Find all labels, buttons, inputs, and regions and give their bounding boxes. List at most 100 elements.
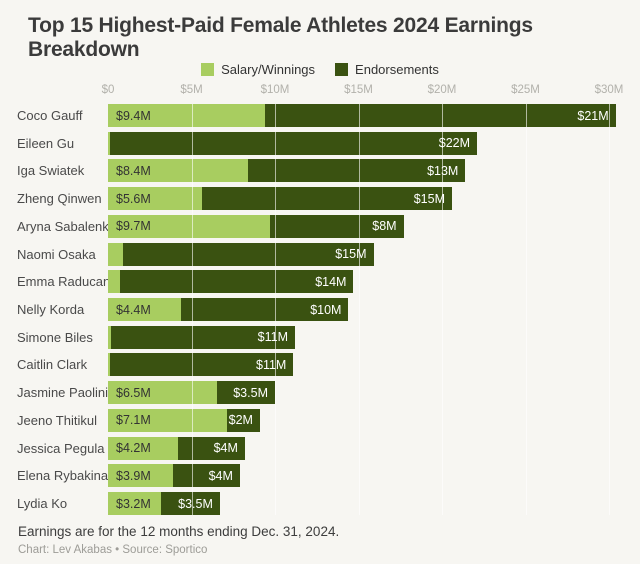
endorsements-segment: $3.5M	[161, 492, 220, 516]
athlete-name-label: Caitlin Clark	[17, 357, 88, 373]
footnote: Earnings are for the 12 months ending De…	[18, 524, 340, 539]
x-axis-tick-label: $20M	[427, 84, 457, 96]
plot-area: Coco Gauff $9.4M $21M Eileen Gu $22M Iga Swia…	[0, 104, 640, 520]
credit-line: Chart: Lev Akabas • Source: Sportico	[18, 544, 208, 556]
x-axis-tick-label: $10M	[260, 84, 290, 96]
salary-segment: $3.2M	[108, 492, 162, 516]
legend: Salary/Winnings Endorsements	[0, 62, 640, 77]
endorsements-segment: $4M	[173, 464, 240, 488]
salary-segment: $3.9M	[108, 464, 174, 488]
endorsements-segment: $3.5M	[216, 381, 275, 405]
stacked-bar: $6.5M $3.5M	[108, 381, 275, 405]
legend-swatch-salary-icon	[201, 63, 215, 76]
athlete-name-label: Jasmine Paolini	[17, 385, 109, 401]
stacked-bar: $3.9M $4M	[108, 464, 240, 488]
endorsements-value-label: $22M	[438, 136, 471, 151]
stacked-bar: $15M	[108, 242, 374, 266]
endorsements-segment: $21M	[264, 104, 616, 127]
endorsements-segment: $13M	[248, 159, 466, 183]
x-axis-tick-label: $5M	[180, 84, 203, 96]
legend-swatch-endorsements-icon	[335, 63, 349, 76]
athlete-name-label: Zheng Qinwen	[17, 191, 102, 207]
athlete-name-label: Aryna Sabalenka	[17, 218, 117, 234]
endorsements-segment: $4M	[178, 436, 245, 460]
salary-segment: $4.2M	[108, 436, 179, 460]
salary-segment	[108, 270, 120, 294]
endorsements-segment: $22M	[109, 131, 478, 155]
endorsements-segment: $10M	[181, 298, 349, 322]
endorsements-segment: $2M	[226, 408, 260, 432]
x-axis: $0 $5M $10M $15M $20M $25M $30M	[0, 84, 640, 98]
salary-value-label: $4.2M	[116, 441, 151, 456]
salary-value-label: $4.4M	[116, 302, 151, 317]
endorsements-segment: $15M	[201, 187, 453, 211]
endorsements-value-label: $15M	[335, 247, 367, 262]
endorsements-segment: $11M	[109, 353, 294, 377]
salary-segment	[108, 353, 110, 377]
athlete-name-label: Coco Gauff	[17, 108, 83, 123]
endorsements-value-label: $4M	[208, 468, 233, 483]
salary-segment: $4.4M	[108, 298, 182, 322]
legend-item-salary-winnings: Salary/Winnings	[201, 62, 315, 77]
salary-segment: $9.7M	[108, 214, 270, 238]
stacked-bar: $8.4M $13M	[108, 159, 466, 183]
athlete-name-label: Lydia Ko	[17, 496, 68, 512]
legend-label-salary-winnings: Salary/Winnings	[221, 62, 316, 77]
endorsements-value-label: $15M	[413, 191, 446, 206]
salary-segment: $6.5M	[108, 381, 217, 405]
stacked-bar: $9.4M $21M	[108, 104, 616, 127]
salary-value-label: $9.7M	[116, 219, 151, 234]
stacked-bar: $4.2M $4M	[108, 436, 245, 460]
salary-segment	[108, 242, 124, 266]
endorsements-segment: $11M	[111, 325, 296, 349]
salary-value-label: $6.5M	[116, 385, 151, 400]
gridline	[609, 104, 610, 516]
endorsements-value-label: $4M	[213, 441, 238, 456]
x-axis-tick-label: $25M	[511, 84, 540, 96]
endorsements-segment: $14M	[119, 270, 354, 294]
stacked-bar: $14M	[108, 270, 354, 294]
salary-segment: $5.6M	[108, 187, 202, 211]
endorsements-segment: $15M	[123, 242, 374, 266]
stacked-bar: $11M	[108, 353, 294, 377]
salary-segment: $8.4M	[108, 159, 249, 183]
salary-value-label: $9.4M	[116, 108, 151, 123]
athlete-name-label: Jeeno Thitikul	[17, 412, 97, 428]
athlete-name-label: Nelly Korda	[17, 302, 85, 318]
gridline	[525, 104, 527, 516]
salary-value-label: $8.4M	[116, 163, 151, 178]
athlete-name-label: Iga Swiatek	[17, 163, 85, 179]
chart-title: Top 15 Highest-Paid Female Athletes 2024…	[28, 14, 533, 61]
endorsements-value-label: $2M	[228, 413, 253, 428]
endorsements-value-label: $21M	[577, 108, 609, 123]
endorsements-value-label: $11M	[256, 357, 287, 372]
x-axis-tick-label: $0	[101, 84, 115, 96]
endorsements-segment: $8M	[269, 214, 404, 238]
athlete-name-label: Simone Biles	[17, 329, 93, 345]
salary-value-label: $5.6M	[116, 191, 151, 206]
athlete-name-label: Naomi Osaka	[17, 246, 96, 262]
legend-item-endorsements: Endorsements	[335, 62, 439, 77]
stacked-bar: $3.2M $3.5M	[108, 492, 220, 516]
salary-value-label: $3.2M	[116, 496, 151, 511]
stacked-bar: $22M	[108, 131, 478, 155]
x-axis-tick-label: $30M	[594, 84, 624, 96]
salary-segment: $9.4M	[108, 104, 265, 127]
stacked-bar: $5.6M $15M	[108, 187, 453, 211]
x-axis-tick-label: $15M	[344, 84, 373, 96]
athlete-name-label: Emma Raducanu	[17, 274, 118, 290]
salary-segment	[108, 325, 112, 349]
legend-label-endorsements: Endorsements	[355, 62, 439, 77]
endorsements-value-label: $3.5M	[178, 496, 213, 511]
stacked-bar: $4.4M $10M	[108, 298, 349, 322]
stacked-bar: $11M	[108, 325, 296, 349]
athlete-name-label: Jessica Pegula	[17, 440, 105, 456]
endorsements-value-label: $14M	[315, 274, 347, 289]
salary-value-label: $7.1M	[116, 413, 151, 428]
athlete-name-label: Eileen Gu	[17, 135, 75, 151]
stacked-bar: $7.1M $2M	[108, 408, 260, 432]
salary-segment: $7.1M	[108, 408, 227, 432]
salary-value-label: $3.9M	[116, 468, 151, 483]
endorsements-value-label: $11M	[257, 330, 289, 345]
stacked-bar: $9.7M $8M	[108, 214, 404, 238]
